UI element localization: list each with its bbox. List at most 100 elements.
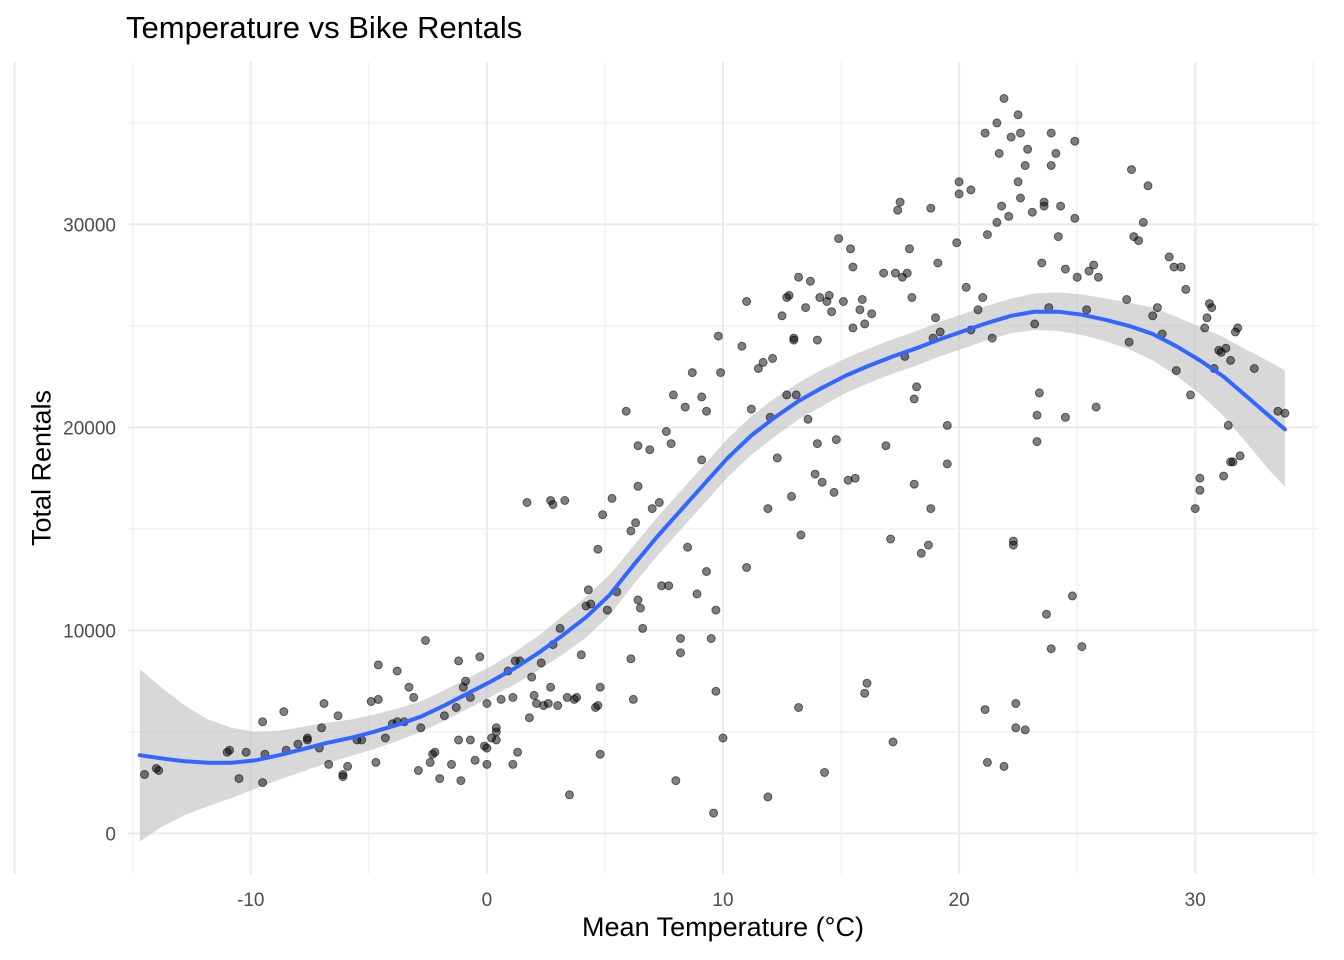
data-point <box>664 581 674 591</box>
data-point <box>1020 161 1030 170</box>
data-point <box>763 504 773 514</box>
data-point <box>338 772 348 782</box>
data-point <box>1127 165 1136 175</box>
data-point <box>999 94 1009 103</box>
data-point <box>586 599 596 609</box>
data-point <box>860 688 870 698</box>
data-point <box>1233 323 1243 333</box>
data-point <box>702 567 711 576</box>
smooth-line <box>137 309 1287 765</box>
data-point <box>421 636 430 645</box>
data-point <box>324 759 334 769</box>
data-point <box>1032 410 1042 420</box>
data-point <box>942 459 952 469</box>
data-point <box>1032 437 1042 447</box>
data-point <box>999 761 1009 771</box>
data-point <box>482 699 492 708</box>
data-point <box>827 307 837 317</box>
data-point <box>746 404 756 414</box>
data-point <box>680 402 690 412</box>
data-point <box>1072 272 1082 282</box>
data-point <box>496 694 506 704</box>
data-point <box>966 185 976 195</box>
data-point <box>848 323 858 333</box>
y-axis-title: Total Rentals <box>26 389 57 547</box>
data-point <box>633 595 643 605</box>
data-point <box>593 544 603 554</box>
data-point <box>1093 272 1103 282</box>
data-point <box>753 364 763 373</box>
data-point <box>768 353 778 363</box>
data-point <box>536 658 546 668</box>
data-point <box>987 333 997 343</box>
data-point <box>140 770 149 779</box>
data-point <box>373 694 383 704</box>
data-point <box>1089 260 1099 270</box>
data-point <box>645 445 655 455</box>
data-point <box>888 737 898 747</box>
data-point <box>524 713 534 723</box>
data-point <box>687 368 697 378</box>
data-point <box>404 682 414 692</box>
data-point <box>1030 319 1040 329</box>
data-point <box>1091 402 1101 412</box>
data-point <box>742 297 752 306</box>
data-point <box>234 774 244 784</box>
data-point <box>834 234 844 244</box>
data-point <box>666 439 676 449</box>
data-point <box>279 707 289 717</box>
data-point <box>1152 303 1162 313</box>
data-point <box>931 313 940 323</box>
data-point <box>371 757 381 767</box>
data-point <box>886 534 896 544</box>
data-point <box>713 331 723 341</box>
data-point <box>626 654 636 664</box>
data-point <box>716 368 726 378</box>
data-point <box>1164 252 1174 262</box>
x-tick-label: 30 <box>1185 890 1206 911</box>
data-point <box>812 335 822 345</box>
data-point <box>1084 266 1094 276</box>
confidence-ribbon <box>139 292 1285 842</box>
data-point <box>912 382 922 392</box>
data-point <box>1008 536 1018 546</box>
data-point <box>583 585 593 595</box>
data-point <box>860 319 870 329</box>
data-point <box>890 268 900 278</box>
data-point <box>1077 642 1087 652</box>
data-point <box>815 293 825 302</box>
data-point <box>465 735 475 745</box>
data-point <box>838 297 848 306</box>
data-point <box>1195 473 1205 483</box>
data-point <box>1202 313 1212 323</box>
data-point <box>1011 699 1021 708</box>
data-point <box>633 441 643 451</box>
data-point <box>1070 213 1080 223</box>
data-point <box>1046 128 1056 138</box>
data-point <box>1037 258 1047 268</box>
data-point <box>548 500 558 509</box>
data-point <box>1039 197 1049 207</box>
data-point <box>881 441 891 451</box>
data-point <box>635 603 645 613</box>
data-point <box>923 540 933 550</box>
data-point <box>1124 337 1134 347</box>
data-point <box>1190 504 1200 514</box>
data-point <box>824 290 834 300</box>
data-point <box>451 703 461 712</box>
data-point <box>470 755 480 765</box>
data-point <box>1016 193 1025 203</box>
data-point <box>1046 644 1056 654</box>
data-point <box>772 453 782 463</box>
data-point <box>456 776 466 786</box>
data-point <box>1228 457 1238 467</box>
data-point <box>994 148 1004 158</box>
data-point <box>454 735 464 745</box>
data-point <box>373 660 383 670</box>
data-point <box>1013 177 1023 187</box>
data-point <box>598 510 608 520</box>
data-point <box>475 652 485 662</box>
data-point <box>595 749 605 759</box>
x-axis-title: Mean Temperature (°C) <box>582 912 864 942</box>
data-point <box>626 526 636 536</box>
